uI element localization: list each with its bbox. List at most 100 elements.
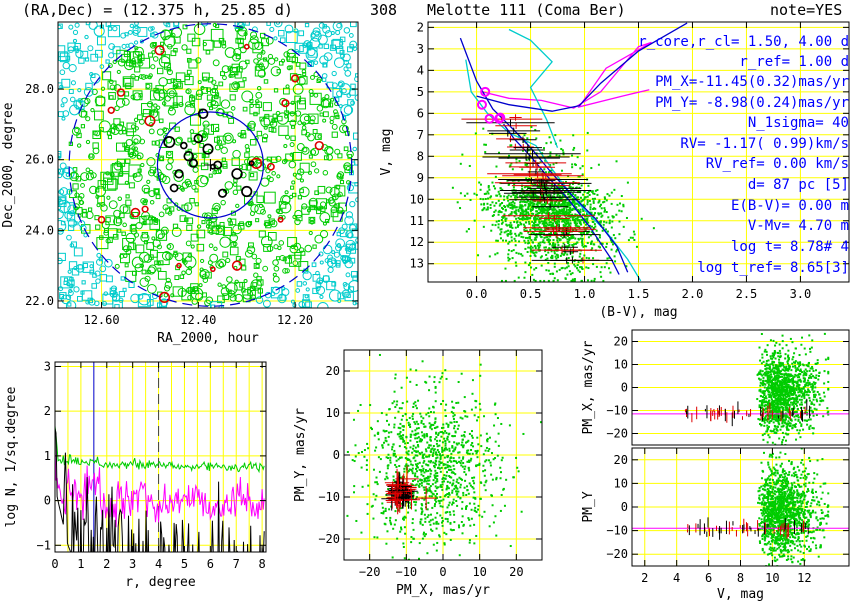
field-star xyxy=(385,516,388,519)
field-star xyxy=(555,200,558,203)
field-star xyxy=(451,562,453,564)
field-star xyxy=(212,22,217,28)
field-star xyxy=(421,438,424,441)
red-star xyxy=(107,106,115,114)
field-star xyxy=(569,222,572,225)
field-star xyxy=(549,154,552,157)
field-star xyxy=(555,222,558,225)
field-star xyxy=(587,231,590,234)
field-star xyxy=(781,375,784,378)
field-star xyxy=(77,264,83,270)
field-star xyxy=(585,266,588,269)
field-star xyxy=(400,407,403,410)
field-star xyxy=(262,265,269,272)
field-star xyxy=(455,461,458,464)
field-star xyxy=(69,96,76,103)
field-star xyxy=(556,241,559,244)
field-star xyxy=(557,256,560,259)
field-star xyxy=(547,251,550,254)
field-star xyxy=(453,414,456,417)
field-star xyxy=(510,211,513,214)
field-star xyxy=(806,423,809,426)
field-star xyxy=(448,440,451,443)
field-star xyxy=(452,528,455,531)
field-star xyxy=(139,138,146,145)
field-star xyxy=(524,271,527,274)
field-star xyxy=(446,471,449,474)
field-star xyxy=(503,213,506,216)
field-star xyxy=(268,126,274,133)
field-star xyxy=(568,237,571,240)
field-star xyxy=(398,432,401,435)
field-star xyxy=(341,447,343,449)
field-star xyxy=(141,269,147,275)
field-star xyxy=(65,172,70,177)
field-star xyxy=(567,211,570,214)
field-star xyxy=(523,186,526,189)
field-star xyxy=(490,473,493,476)
field-star xyxy=(253,58,259,64)
field-star xyxy=(504,220,507,223)
field-star xyxy=(485,459,488,462)
field-star xyxy=(803,412,806,415)
field-star xyxy=(79,224,87,232)
field-star xyxy=(172,251,179,258)
field-star xyxy=(579,208,582,211)
field-star xyxy=(235,53,241,60)
field-star xyxy=(296,214,303,222)
field-star xyxy=(761,353,764,356)
field-star xyxy=(414,446,417,449)
plot-frame xyxy=(343,349,543,561)
field-star xyxy=(421,451,424,454)
field-star xyxy=(495,239,498,242)
field-star xyxy=(488,188,491,191)
field-star xyxy=(414,404,417,407)
field-star xyxy=(184,217,189,222)
field-star xyxy=(513,202,516,205)
field-star xyxy=(430,469,433,472)
field-star xyxy=(511,257,514,260)
field-star xyxy=(605,199,608,202)
field-star xyxy=(228,290,236,298)
field-star xyxy=(139,216,147,224)
field-star xyxy=(361,451,364,454)
field-star xyxy=(411,497,414,500)
field-star xyxy=(400,528,403,531)
field-star xyxy=(517,208,520,211)
x-tick-label: −20 xyxy=(359,565,381,579)
cluster-radius-circle xyxy=(68,23,353,307)
field-star xyxy=(563,214,566,217)
field-star xyxy=(549,164,552,167)
field-star xyxy=(527,220,530,223)
field-star xyxy=(625,265,628,268)
sky-map-panel: 12.60 12.40 12.2022.024.026.028.0RA_2000, … xyxy=(1,21,359,346)
field-star xyxy=(109,287,116,295)
field-star xyxy=(495,220,498,223)
field-star xyxy=(133,138,139,144)
bright-member-star xyxy=(193,133,204,144)
field-star xyxy=(420,415,423,418)
field-star xyxy=(471,436,474,439)
field-star xyxy=(95,96,106,107)
field-star xyxy=(406,441,409,444)
field-star xyxy=(102,293,114,305)
field-star xyxy=(500,228,503,231)
field-star xyxy=(571,216,574,219)
field-star xyxy=(147,216,152,221)
field-star xyxy=(69,283,74,288)
field-star xyxy=(562,153,565,156)
field-star xyxy=(567,202,570,205)
field-star xyxy=(600,266,603,269)
field-star xyxy=(419,438,422,441)
field-star xyxy=(433,376,436,379)
field-star xyxy=(185,89,190,94)
field-star xyxy=(606,193,609,196)
y-tick-label: 22.0 xyxy=(25,294,54,308)
field-star xyxy=(458,476,461,479)
field-star xyxy=(579,266,582,269)
field-star xyxy=(155,229,166,240)
field-star xyxy=(475,511,478,514)
field-star xyxy=(426,488,429,491)
field-star xyxy=(592,232,595,235)
field-star xyxy=(457,381,460,384)
